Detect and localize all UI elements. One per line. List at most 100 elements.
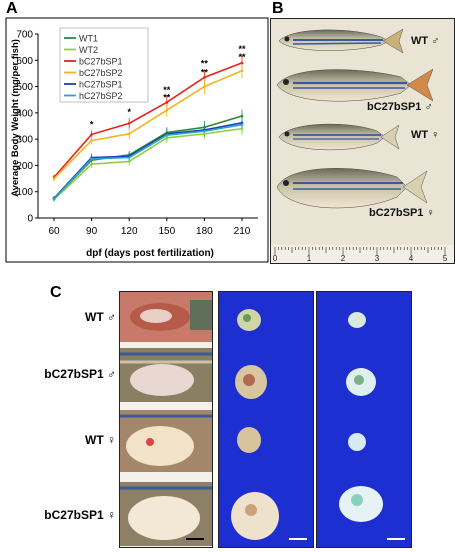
legend-entry: hC27bSP2 <box>79 91 123 101</box>
data-point <box>240 69 244 73</box>
fish-photo: 0 1 2 3 4 5 <box>271 28 454 263</box>
data-point <box>90 133 93 136</box>
gonad-photos-1 <box>231 309 307 540</box>
gonad-photos-2 <box>339 312 405 540</box>
significance-mark: * <box>90 119 94 129</box>
axes: 0 100 200 300 400 500 600 700 60 90 120 150 180 210 <box>16 30 258 237</box>
y-axis-label: Average Body Weight (mg/per fish) <box>10 39 21 197</box>
series-line-bC27bSP1 <box>53 62 243 178</box>
fish-bc27bsp1-male <box>276 68 434 102</box>
fish-label-bc27bsp1-female: bC27bSP1 ♀ <box>369 207 435 219</box>
dissection-photo-column <box>119 291 213 548</box>
x-tick-label: 120 <box>121 226 138 237</box>
series-line-hC27bSP1 <box>53 122 243 199</box>
gonad-wt-male <box>237 309 261 331</box>
series-line-hC27bSP2 <box>53 123 243 200</box>
gonad2-bc27bsp1-male <box>346 368 376 396</box>
series-line-WT2 <box>53 127 243 201</box>
data-point <box>127 132 131 136</box>
data-point <box>90 139 93 142</box>
dissection-wt-female <box>120 410 212 472</box>
ruler-number: 4 <box>409 254 414 263</box>
c-label-bc27bsp1-female: bC27bSP1 ♀ <box>44 508 116 522</box>
gonad2-bc27bsp1-female <box>339 486 383 522</box>
x-tick-label: 150 <box>158 226 175 237</box>
x-tick-label: 210 <box>234 226 251 237</box>
legend-entry: bC27bSP2 <box>79 68 123 78</box>
x-tick-label: 180 <box>196 226 213 237</box>
series-lines <box>52 61 244 201</box>
significance-mark: ** <box>238 52 246 62</box>
legend-box <box>59 27 149 103</box>
x-axis-label: dpf (days post fertilization) <box>86 248 214 259</box>
significance-mark: ** <box>201 58 209 68</box>
y-tick-label: 100 <box>16 187 33 198</box>
fish-wt-male <box>278 28 404 54</box>
data-point <box>52 177 56 180</box>
fish-wt-female <box>278 123 400 151</box>
y-tick-label: 300 <box>16 135 33 146</box>
panel-b-letter: B <box>272 0 284 17</box>
data-point <box>165 133 169 137</box>
y-tick-label: 0 <box>27 214 33 225</box>
data-point <box>127 122 131 125</box>
data-point <box>165 108 169 112</box>
ruler: 0 1 2 3 4 5 <box>271 245 454 263</box>
significance-mark: ** <box>163 85 171 95</box>
y-tick-label: 600 <box>16 56 33 67</box>
fish-label-wt-male: WT ♂ <box>411 35 440 47</box>
ruler-number: 5 <box>443 254 448 263</box>
data-point <box>52 197 56 201</box>
dissection-bc27bsp1-male <box>120 348 212 402</box>
significance-mark: ** <box>201 68 209 78</box>
y-tick-label: 500 <box>16 82 33 93</box>
y-tick-label: 200 <box>16 161 33 172</box>
fish-label-wt-female: WT ♀ <box>411 129 440 141</box>
c-label-wt-female: WT ♀ <box>85 433 116 447</box>
gonad2-wt-female <box>348 433 366 451</box>
dissection-photos <box>120 292 212 546</box>
c-label-bc27bsp1-male: bC27bSP1 ♂ <box>44 367 116 381</box>
y-tick-label: 700 <box>16 30 33 41</box>
ruler-number: 1 <box>307 254 312 263</box>
legend-entry: WT2 <box>79 45 98 55</box>
data-point <box>240 114 244 118</box>
data-point <box>203 132 206 136</box>
data-point <box>90 157 93 161</box>
panel-a-letter: A <box>6 0 18 17</box>
gonad-photo-column-2 <box>316 291 412 548</box>
growth-chart: Average Body Weight (mg/per fish) dpf (d… <box>5 17 269 263</box>
gonad2-wt-male <box>348 312 366 328</box>
data-point <box>90 162 93 166</box>
significance-mark: * <box>127 107 131 117</box>
x-tick-label: 90 <box>86 226 98 237</box>
fish-bc27bsp1-female <box>276 168 428 209</box>
scale-bar-1 <box>289 538 307 540</box>
significance-mark: ** <box>238 44 246 54</box>
data-point <box>203 76 206 79</box>
significance-marks: ************** <box>90 44 246 129</box>
y-tick-label: 400 <box>16 108 33 119</box>
testis-ovary-photo-column <box>218 291 314 548</box>
x-tick-label: 60 <box>48 226 60 237</box>
data-point <box>203 85 206 88</box>
data-point <box>203 126 206 129</box>
panel-c-letter: C <box>50 284 62 301</box>
ruler-number: 3 <box>375 254 380 263</box>
legend-entry: WT1 <box>79 34 98 44</box>
panel-a-frame <box>5 17 269 263</box>
gonad-bc27bsp1-male <box>235 365 267 399</box>
significance-mark: ** <box>163 93 171 103</box>
gonad-wt-female <box>237 427 261 453</box>
data-point <box>240 123 244 126</box>
data-point <box>127 156 131 159</box>
fish-label-bc27bsp1-male: bC27bSP1 ♂ <box>367 101 433 113</box>
c-label-wt-male: WT ♂ <box>85 310 116 324</box>
series-line-bC27bSP2 <box>53 70 243 180</box>
legend-entry: hC27bSP1 <box>79 80 123 90</box>
data-point <box>165 136 169 140</box>
ruler-number: 0 <box>273 254 278 263</box>
data-point <box>240 127 244 130</box>
dissection-bc27bsp1-female <box>120 482 212 546</box>
